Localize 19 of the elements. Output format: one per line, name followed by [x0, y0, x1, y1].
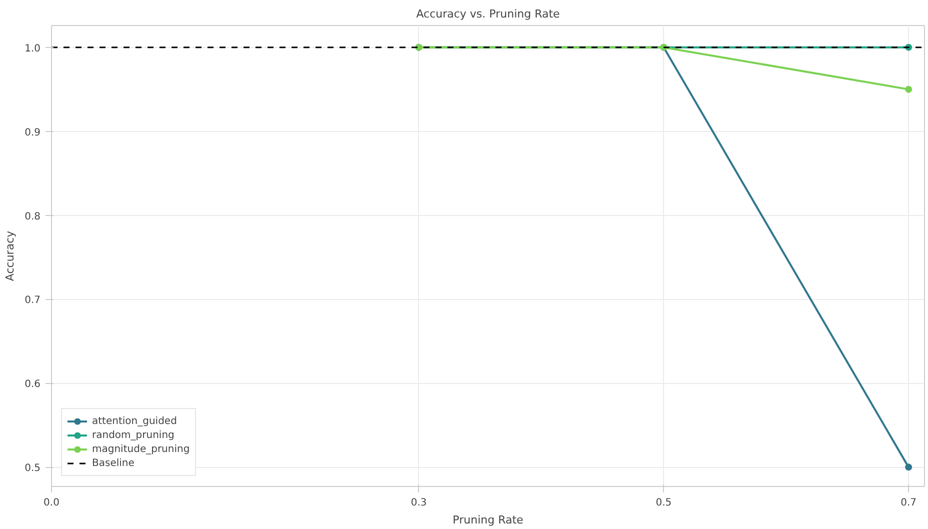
chart-title: Accuracy vs. Pruning Rate — [416, 8, 560, 20]
x-tick-label: 0.7 — [900, 498, 917, 508]
x-tick-label: 0.5 — [656, 498, 672, 508]
y-axis-title: Accuracy — [4, 230, 17, 282]
legend-label: Baseline — [92, 456, 134, 470]
y-tick-label: 0.9 — [24, 127, 41, 138]
y-tick-label: 0.5 — [24, 463, 41, 474]
legend-label: random_pruning — [92, 428, 174, 442]
y-tick-label: 0.7 — [24, 295, 41, 306]
legend-label: attention_guided — [92, 414, 177, 428]
x-tick-label: 0.3 — [410, 498, 427, 508]
x-axis-title: Pruning Rate — [452, 514, 524, 526]
y-tick-label: 0.6 — [24, 379, 41, 390]
point — [905, 86, 912, 93]
point — [905, 464, 912, 471]
x-tick-label: 0.0 — [44, 498, 60, 508]
legend-label: magnitude_pruning — [92, 442, 190, 456]
y-tick-label: 1.0 — [24, 43, 41, 54]
y-tick-label: 0.8 — [24, 211, 41, 222]
